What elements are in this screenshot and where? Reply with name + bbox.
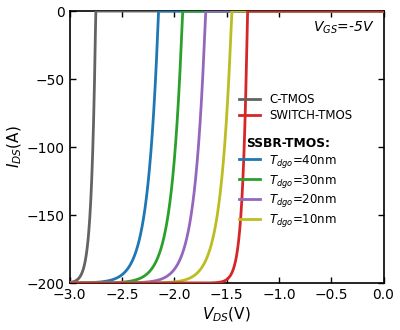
Text: $V_{GS}$=-5V: $V_{GS}$=-5V (313, 19, 374, 36)
X-axis label: $V_{DS}$(V): $V_{DS}$(V) (202, 306, 251, 324)
Legend: $T_{dgo}$=40nm, $T_{dgo}$=30nm, $T_{dgo}$=20nm, $T_{dgo}$=10nm: $T_{dgo}$=40nm, $T_{dgo}$=30nm, $T_{dgo}… (239, 137, 337, 229)
Y-axis label: $I_{DS}$(A): $I_{DS}$(A) (6, 126, 24, 169)
